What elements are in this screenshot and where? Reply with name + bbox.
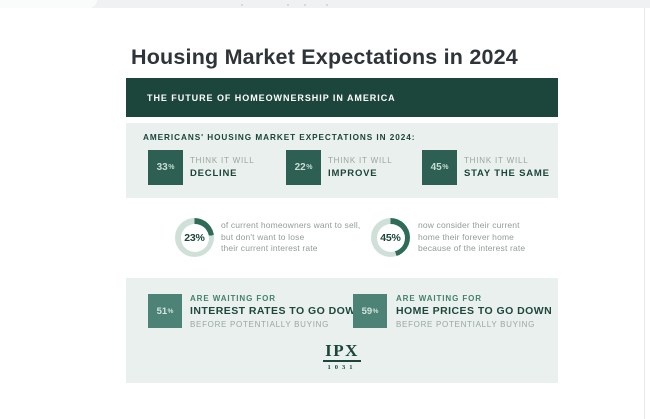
wait-line-1: ARE WAITING FOR bbox=[396, 293, 482, 303]
stat-unit: % bbox=[442, 164, 449, 171]
stat-label-decline: THINK IT WILL DECLINE bbox=[190, 150, 254, 185]
wait-square-interest-rates: 51% bbox=[148, 294, 182, 328]
stat-main: STAY THE SAME bbox=[464, 168, 550, 179]
stat-label-stay-same: THINK IT WILL STAY THE SAME bbox=[464, 150, 550, 185]
logo-1031-text: 1031 bbox=[327, 364, 357, 371]
donut-caption-sell: of current homeowners want to sell, but … bbox=[221, 220, 360, 255]
logo-ipx-text: IPX bbox=[323, 341, 361, 362]
scrollbar[interactable] bbox=[644, 8, 645, 419]
wait-line-2: INTEREST RATES TO GO DOWN bbox=[190, 305, 364, 317]
caption-line: because of the interest rate bbox=[418, 243, 526, 253]
banner: THE FUTURE OF HOMEOWNERSHIP IN AMERICA bbox=[126, 78, 558, 117]
stat-square-improve: 22% bbox=[286, 150, 321, 185]
donut-chart-sell: 23% bbox=[175, 218, 214, 257]
toolbar-dot bbox=[241, 4, 243, 6]
caption-line: now consider their current bbox=[418, 220, 520, 230]
stat-main: IMPROVE bbox=[328, 168, 378, 179]
donut-value: 45% bbox=[376, 223, 405, 252]
stat-square-stay-same: 45% bbox=[422, 150, 457, 185]
expectations-section: AMERICANS' HOUSING MARKET EXPECTATIONS I… bbox=[126, 123, 558, 198]
stat-value: 22 bbox=[294, 162, 306, 173]
stat-unit: % bbox=[306, 164, 313, 171]
wait-square-home-prices: 59% bbox=[353, 294, 387, 328]
stat-value: 45 bbox=[430, 162, 442, 173]
stat-main: DECLINE bbox=[190, 168, 238, 179]
stat-unit: % bbox=[167, 307, 174, 315]
wait-label-home-prices: ARE WAITING FOR HOME PRICES TO GO DOWN B… bbox=[396, 293, 553, 329]
banner-text: THE FUTURE OF HOMEOWNERSHIP IN AMERICA bbox=[147, 92, 396, 103]
stat-square-decline: 33% bbox=[148, 150, 183, 185]
stat-value: 51 bbox=[156, 305, 168, 317]
toolbar-dot bbox=[304, 4, 306, 6]
toolbar-dot bbox=[287, 4, 289, 6]
caption-line: their current interest rate bbox=[221, 243, 318, 253]
expectations-heading: AMERICANS' HOUSING MARKET EXPECTATIONS I… bbox=[143, 133, 416, 142]
stat-label-improve: THINK IT WILL IMPROVE bbox=[328, 150, 392, 185]
donut-value: 23% bbox=[180, 223, 209, 252]
stat-value: 59 bbox=[361, 305, 373, 317]
stat-prefix: THINK IT WILL bbox=[190, 156, 255, 165]
infographic: Housing Market Expectations in 2024 THE … bbox=[126, 0, 558, 419]
donut-chart-forever-home: 45% bbox=[371, 218, 410, 257]
caption-line: of current homeowners want to sell, bbox=[221, 220, 361, 230]
stat-unit: % bbox=[168, 164, 175, 171]
stat-prefix: THINK IT WILL bbox=[328, 156, 393, 165]
stat-value: 33 bbox=[156, 162, 168, 173]
waiting-section: 51% ARE WAITING FOR INTEREST RATES TO GO… bbox=[126, 278, 558, 383]
donut-caption-forever-home: now consider their current home their fo… bbox=[418, 220, 525, 255]
wait-line-1: ARE WAITING FOR bbox=[190, 293, 276, 303]
page-title: Housing Market Expectations in 2024 bbox=[131, 45, 518, 69]
toolbar-dot bbox=[326, 4, 328, 6]
caption-line: but don't want to lose bbox=[221, 231, 305, 242]
wait-line-2: HOME PRICES TO GO DOWN bbox=[396, 305, 553, 317]
wait-line-3: BEFORE POTENTIALLY BUYING bbox=[190, 319, 330, 329]
browser-tab-strip bbox=[0, 0, 650, 8]
browser-tab[interactable] bbox=[0, 0, 97, 8]
wait-label-interest-rates: ARE WAITING FOR INTEREST RATES TO GO DOW… bbox=[190, 293, 364, 329]
wait-line-3: BEFORE POTENTIALLY BUYING bbox=[396, 319, 536, 329]
stat-unit: % bbox=[372, 307, 379, 315]
caption-line: home their forever home bbox=[418, 231, 515, 242]
ipx1031-logo: IPX 1031 bbox=[126, 342, 558, 371]
stat-prefix: THINK IT WILL bbox=[464, 156, 529, 165]
